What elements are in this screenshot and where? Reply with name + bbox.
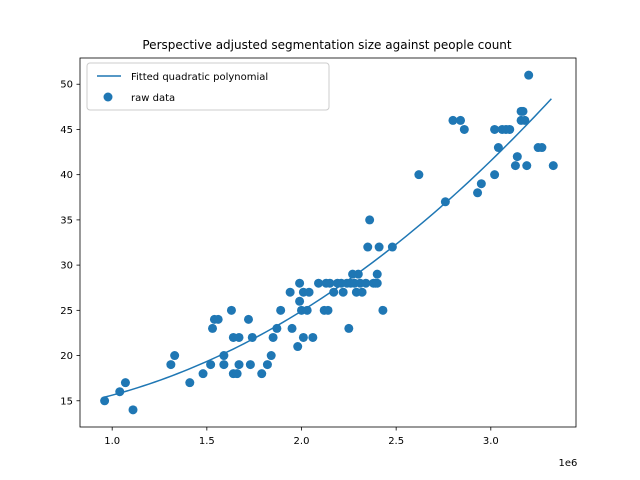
- data-point: [363, 242, 373, 252]
- data-point: [440, 197, 450, 207]
- data-point: [537, 143, 547, 153]
- legend-raw-data-swatch: [103, 92, 113, 102]
- data-point: [287, 323, 297, 333]
- data-point: [374, 242, 384, 252]
- data-point: [518, 106, 528, 116]
- data-point: [293, 342, 303, 352]
- data-point: [120, 378, 130, 388]
- data-point: [234, 332, 244, 342]
- data-point: [234, 360, 244, 370]
- data-point: [285, 287, 295, 297]
- data-point: [166, 360, 176, 370]
- data-point: [170, 351, 180, 361]
- data-point: [357, 287, 367, 297]
- data-point: [476, 179, 486, 189]
- data-point: [490, 170, 500, 180]
- data-point: [128, 405, 138, 415]
- y-tick-label: 40: [60, 170, 73, 181]
- data-point: [115, 387, 125, 397]
- data-point: [338, 287, 348, 297]
- data-point: [295, 278, 305, 288]
- data-point: [243, 314, 253, 324]
- data-point: [295, 296, 305, 306]
- plot-frame: [79, 57, 577, 428]
- x-tick-label: 2.0: [294, 436, 310, 447]
- data-point: [456, 115, 466, 125]
- data-point: [304, 287, 314, 297]
- x-tick-label: 3.0: [483, 436, 499, 447]
- data-point: [266, 351, 276, 361]
- data-point: [372, 269, 382, 279]
- data-point: [387, 242, 397, 252]
- legend: Fitted quadratic polynomial raw data: [86, 62, 330, 111]
- chart-title: Perspective adjusted segmentation size a…: [142, 38, 512, 52]
- x-tick-label: 2.5: [388, 436, 404, 447]
- x-axis: 1.0 1.5 2.0 2.5 3.0: [104, 427, 499, 447]
- data-point: [206, 360, 216, 370]
- x-tick-label: 1.0: [104, 436, 120, 447]
- data-point: [510, 161, 520, 171]
- data-point: [548, 161, 558, 171]
- data-point: [276, 305, 286, 315]
- data-point: [213, 314, 223, 324]
- data-point: [522, 161, 532, 171]
- data-point: [247, 332, 257, 342]
- data-point: [353, 269, 363, 279]
- fit-line-layer: [104, 98, 552, 398]
- y-tick-label: 35: [60, 215, 73, 226]
- y-tick-label: 20: [60, 351, 73, 362]
- data-point: [512, 152, 522, 162]
- y-tick-label: 45: [60, 125, 73, 136]
- data-point: [329, 287, 339, 297]
- data-point: [493, 143, 503, 153]
- data-point: [361, 278, 371, 288]
- data-point: [308, 332, 318, 342]
- data-point: [257, 369, 267, 379]
- data-point: [100, 396, 110, 406]
- x-tick-label: 1.5: [199, 436, 215, 447]
- fitted-curve-line: [104, 98, 552, 398]
- data-point: [323, 305, 333, 315]
- data-point: [505, 124, 515, 134]
- y-tick-label: 15: [60, 396, 73, 407]
- data-point: [344, 323, 354, 333]
- data-point: [325, 278, 335, 288]
- data-point: [365, 215, 375, 225]
- data-point: [262, 360, 272, 370]
- data-point: [219, 360, 229, 370]
- data-point: [302, 305, 312, 315]
- data-points-layer: [100, 70, 558, 415]
- y-axis: 15 20 25 30 35 40 45 50: [60, 80, 80, 407]
- data-point: [459, 124, 469, 134]
- data-point: [448, 115, 458, 125]
- data-point: [185, 378, 195, 388]
- y-tick-label: 30: [60, 261, 73, 272]
- data-point: [219, 351, 229, 361]
- data-point: [490, 124, 500, 134]
- legend-raw-data-label: raw data: [131, 93, 175, 104]
- data-point: [232, 369, 242, 379]
- y-tick-label: 25: [60, 306, 73, 317]
- data-point: [208, 323, 218, 333]
- legend-box: [86, 62, 330, 111]
- data-point: [298, 332, 308, 342]
- legend-fit-line-label: Fitted quadratic polynomial: [131, 72, 268, 83]
- data-point: [524, 70, 534, 80]
- y-tick-label: 50: [60, 80, 73, 91]
- data-point: [268, 332, 278, 342]
- data-point: [520, 115, 530, 125]
- data-point: [314, 278, 324, 288]
- data-point: [372, 278, 382, 288]
- x-axis-offset-label: 1e6: [559, 458, 578, 469]
- data-point: [378, 305, 388, 315]
- data-point: [245, 360, 255, 370]
- data-point: [226, 305, 236, 315]
- data-point: [272, 323, 282, 333]
- data-point: [414, 170, 424, 180]
- data-point: [473, 188, 483, 198]
- data-point: [198, 369, 208, 379]
